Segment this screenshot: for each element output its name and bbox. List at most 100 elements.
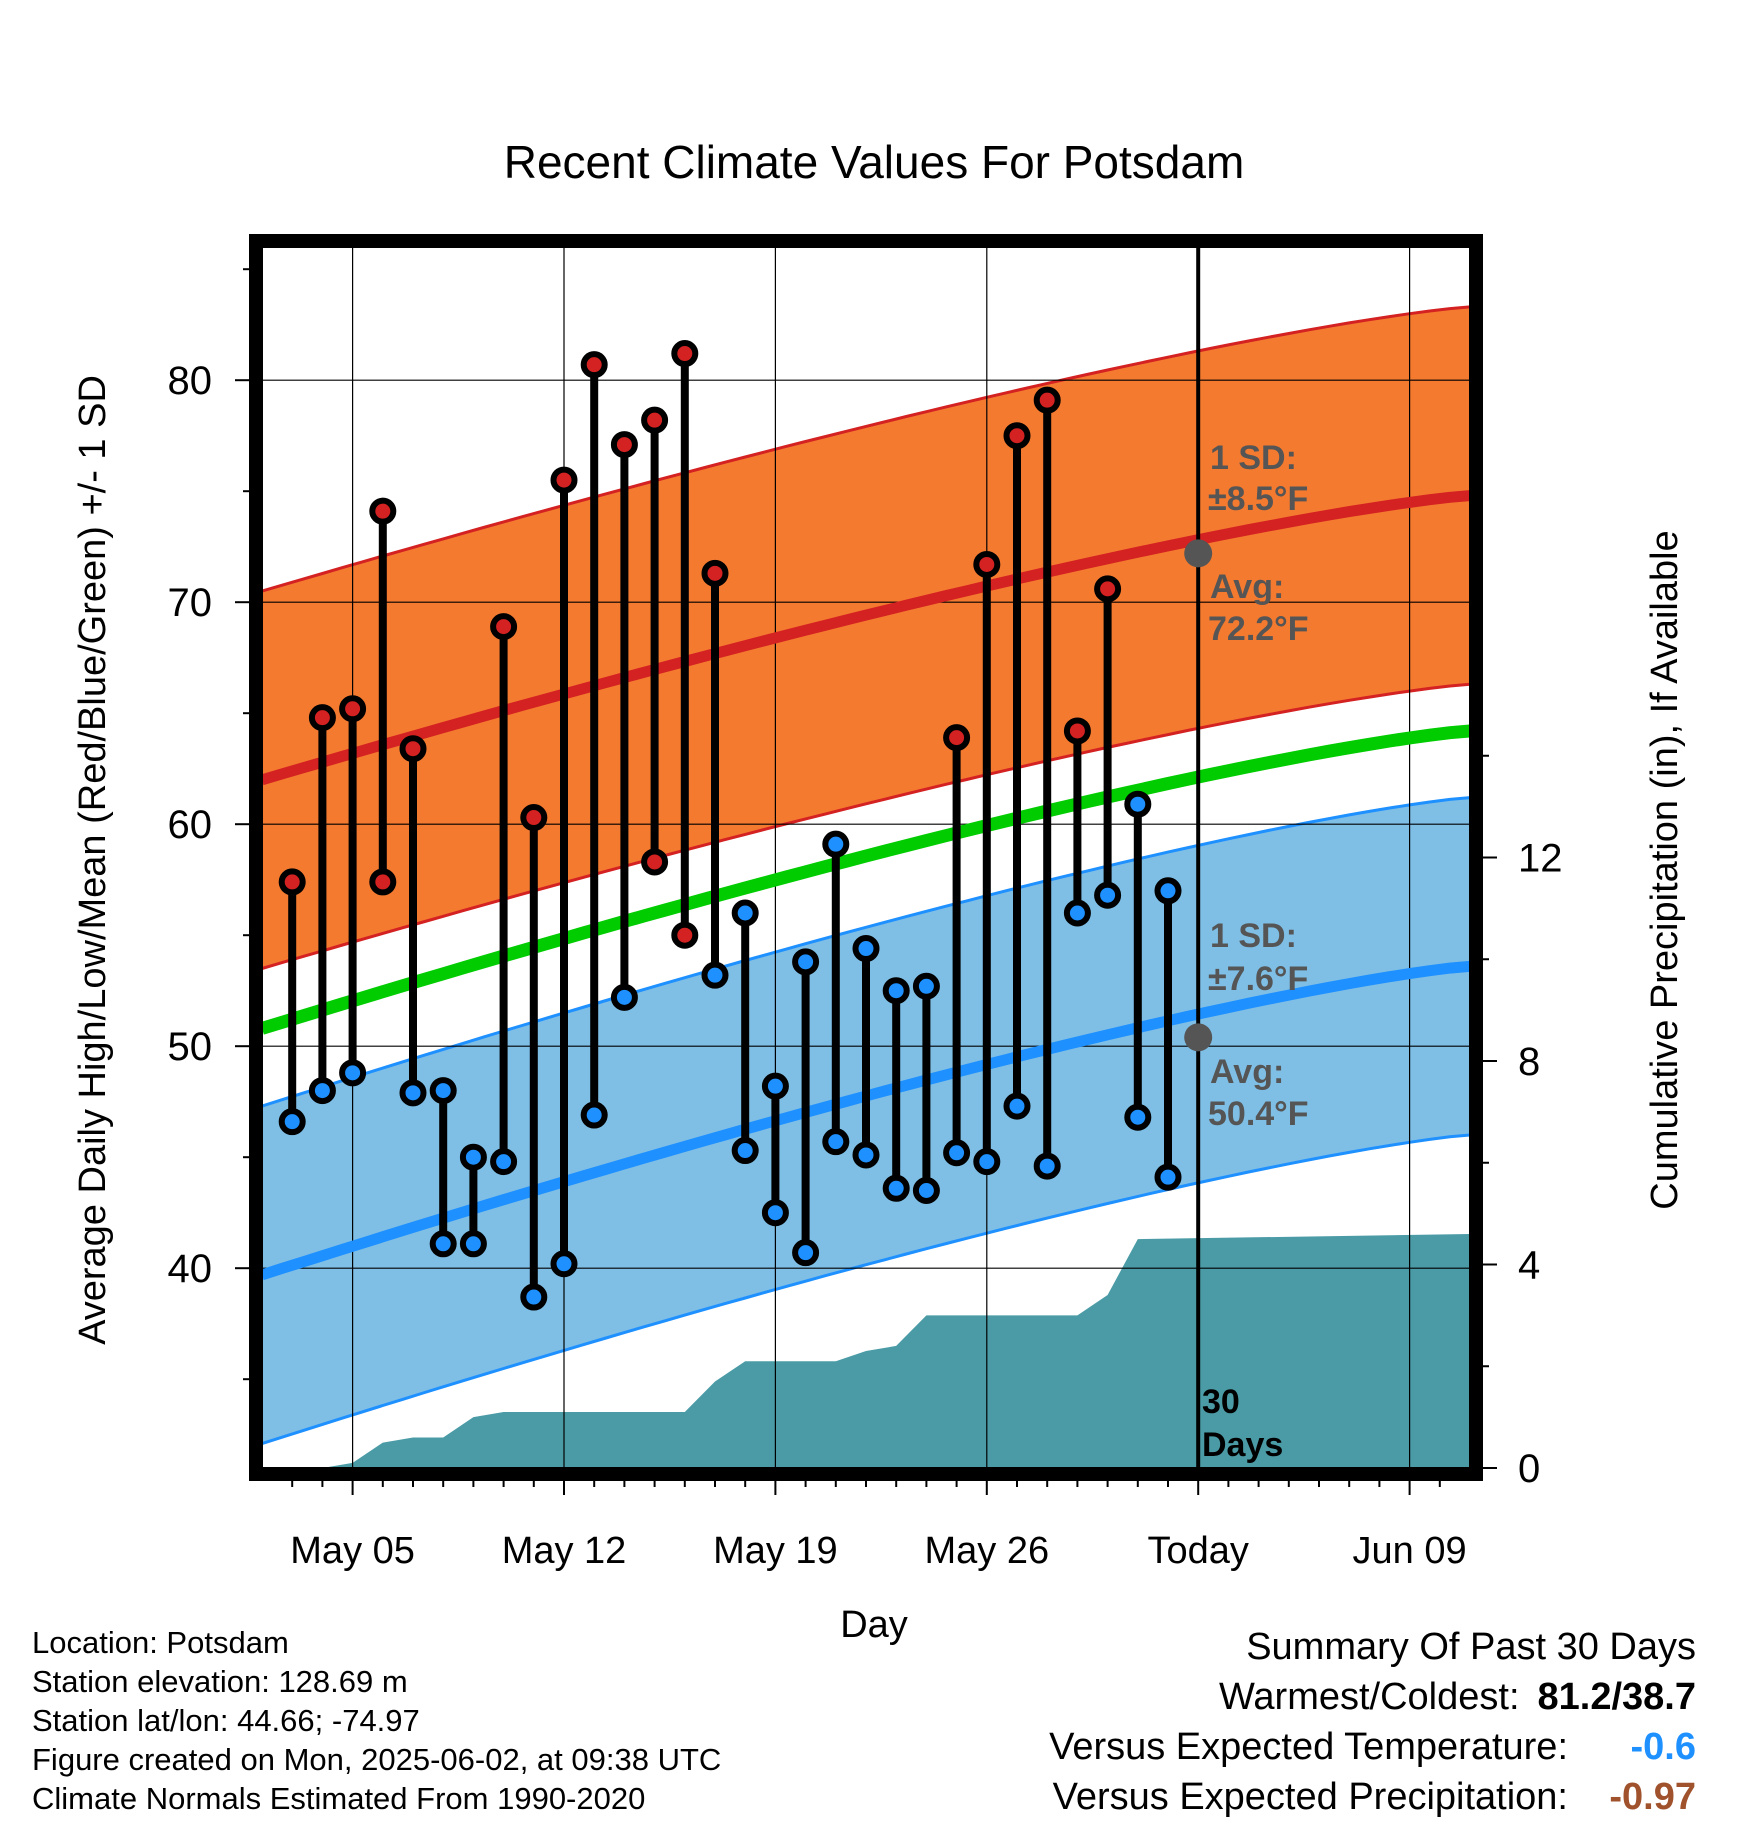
summary-panel: Summary Of Past 30 Days Warmest/Coldest:…	[1049, 1622, 1696, 1822]
x-tick-label: Today	[1147, 1530, 1248, 1572]
daily-high-point	[641, 406, 669, 434]
mean-normal-line	[262, 724, 1470, 1035]
daily-high-point	[882, 977, 910, 1005]
daily-high-point	[459, 1143, 487, 1171]
temp-label: Versus Expected Temperature:	[1049, 1726, 1568, 1768]
low-sd-lower-edge	[262, 1133, 1470, 1446]
high-avg-today-marker	[1184, 539, 1213, 568]
daily-low-point	[973, 1148, 1001, 1176]
warmest-value: 81.2/38.7	[1537, 1676, 1696, 1718]
daily-low-point	[701, 961, 729, 989]
daily-low-point	[1124, 1103, 1152, 1131]
low-avg-value: 50.4°F	[1208, 1095, 1309, 1133]
daily-low-point	[822, 1128, 850, 1156]
daily-low-point	[550, 1250, 578, 1278]
daily-high-point	[852, 935, 880, 963]
latlon-text: Station lat/lon: 44.66; -74.97	[32, 1703, 420, 1738]
daily-low-point	[429, 1230, 457, 1258]
daily-high-point	[339, 695, 367, 723]
daily-high-point	[369, 497, 397, 525]
location-text: Location: Potsdam	[32, 1625, 289, 1660]
daily-low-point	[459, 1230, 487, 1258]
y-tick-label: 50	[168, 1025, 213, 1069]
elevation-text: Station elevation: 128.69 m	[32, 1664, 408, 1699]
y-tick-label: 60	[168, 803, 213, 847]
high-normal-line	[262, 490, 1470, 786]
daily-low-point	[792, 1239, 820, 1267]
low-sd-label: 1 SD:	[1210, 917, 1297, 955]
daily-high-point	[520, 804, 548, 832]
y2-tick-label: 0	[1518, 1447, 1540, 1491]
daily-high-point	[671, 340, 699, 368]
temp-row: Versus Expected Temperature: -0.6	[1049, 1722, 1696, 1772]
daily-low-point	[761, 1199, 789, 1227]
daily-low-point	[520, 1283, 548, 1311]
daily-low-point	[943, 1139, 971, 1167]
x-tick-label: Jun 09	[1353, 1530, 1467, 1572]
low-sd-value: ±7.6°F	[1208, 960, 1308, 998]
daily-high-point	[761, 1072, 789, 1100]
daily-high-point	[792, 948, 820, 976]
high-avg-label: Avg:	[1210, 568, 1284, 606]
daily-low-point	[369, 868, 397, 896]
daily-low-point	[641, 848, 669, 876]
y-axis-label: Average Daily High/Low/Mean (Red/Blue/Gr…	[72, 375, 114, 1345]
daily-low-point	[278, 1108, 306, 1136]
daily-low-point	[912, 1177, 940, 1204]
axes: 40 50 60 70 80 0 4 8 12 May 05 May 12 May 19 May 26 T…	[168, 234, 1563, 1572]
y2-tick-label: 8	[1518, 1040, 1540, 1084]
daily-high-point	[1033, 386, 1061, 414]
daily-high-point	[822, 830, 850, 858]
daily-low-point	[399, 1079, 427, 1107]
daily-low-point	[671, 921, 699, 949]
chart-title: Recent Climate Values For Potsdam	[504, 136, 1245, 188]
x-tick-label: May 05	[290, 1530, 415, 1572]
y2-tick-label: 4	[1518, 1244, 1540, 1288]
station-info: Location: Potsdam Station elevation: 128…	[32, 1623, 721, 1818]
temp-value: -0.6	[1630, 1726, 1696, 1768]
high-sd-label: 1 SD:	[1210, 439, 1297, 477]
high-sd-value: ±8.5°F	[1208, 480, 1308, 518]
daily-high-point	[1063, 717, 1091, 745]
plot-frame	[249, 234, 1483, 1481]
daily-high-point	[912, 972, 940, 1000]
daily-high-point	[610, 431, 638, 459]
daily-low-point	[1094, 881, 1122, 909]
daily-high-point	[399, 735, 427, 763]
daily-high-point	[490, 613, 518, 641]
daily-high-point	[278, 868, 306, 896]
daily-high-point	[1094, 575, 1122, 603]
daily-low-point	[610, 983, 638, 1011]
precip-row: Versus Expected Precipitation: -0.97	[1049, 1772, 1696, 1822]
daily-high-point	[973, 550, 1001, 578]
low-avg-label: Avg:	[1210, 1053, 1284, 1091]
daily-low-point	[731, 1137, 759, 1165]
summary-heading: Summary Of Past 30 Days	[1246, 1626, 1696, 1668]
daily-high-point	[1003, 422, 1031, 450]
daily-low-point	[1154, 1163, 1182, 1191]
daily-high-point	[1124, 790, 1152, 818]
x-tick-label: May 12	[502, 1530, 627, 1572]
normals-text: Climate Normals Estimated From 1990-2020	[32, 1781, 646, 1816]
daily-low-point	[490, 1148, 518, 1176]
daily-high-point	[308, 704, 336, 732]
daily-high-point	[550, 466, 578, 494]
precip-value: -0.97	[1609, 1776, 1696, 1818]
daily-high-point	[943, 724, 971, 752]
period-label-line1: 30	[1202, 1383, 1240, 1421]
daily-high-point	[1154, 877, 1182, 905]
high-sd-upper-edge	[262, 305, 1470, 593]
plot-area	[262, 247, 1470, 1468]
x-axis-label: Day	[840, 1604, 908, 1646]
y2-axis-label: Cumulative Precipitation (in), If Availa…	[1644, 530, 1686, 1209]
precip-area	[322, 1234, 1470, 1468]
daily-high-point	[731, 899, 759, 927]
y2-tick-label: 12	[1518, 837, 1563, 881]
y-tick-label: 80	[168, 359, 213, 403]
low-sd-upper-edge	[262, 796, 1470, 1108]
daily-low-point	[882, 1174, 910, 1202]
precip-label: Versus Expected Precipitation:	[1052, 1776, 1568, 1818]
daily-high-point	[580, 351, 608, 379]
x-tick-label: May 19	[713, 1530, 838, 1572]
